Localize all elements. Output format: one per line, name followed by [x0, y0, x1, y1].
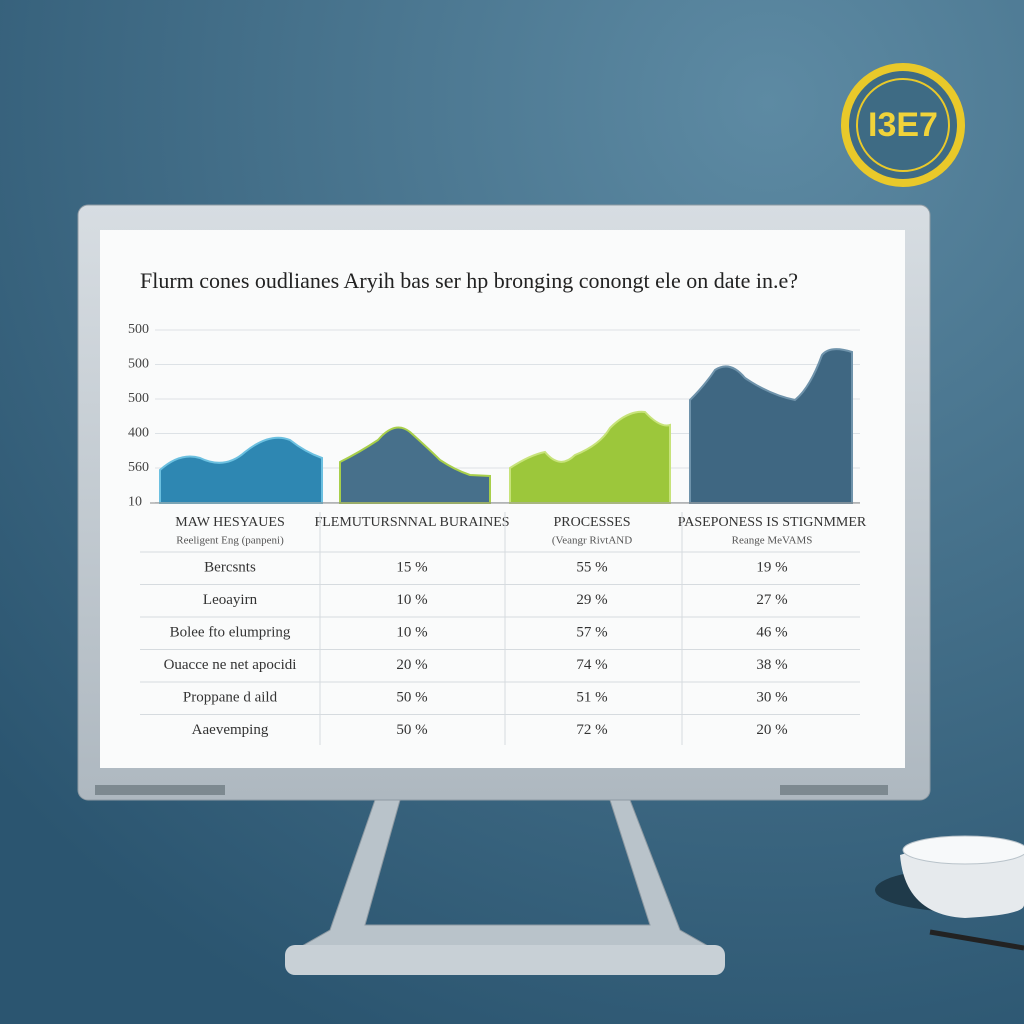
row-label: Aaevemping — [192, 722, 269, 738]
badge — [841, 63, 965, 187]
table-cell: 46 % — [756, 624, 787, 640]
monitor-vent — [95, 785, 225, 795]
column-header: MAW HESYAUES — [175, 515, 284, 530]
area — [339, 426, 491, 504]
table-cell: 15 % — [396, 559, 427, 575]
row-label: Proppane d aild — [183, 689, 278, 705]
table-cell: 30 % — [756, 689, 787, 705]
column-subheader: Reange MeVAMS — [732, 535, 813, 547]
badge-text: I3E7 — [868, 106, 938, 144]
table-cell: 38 % — [756, 657, 787, 673]
column-header: PASEPONESS IS STIGNMMER — [678, 515, 867, 530]
axis-label: 10 — [128, 495, 142, 510]
table-cell: 74 % — [576, 657, 607, 673]
table-cell: 57 % — [576, 624, 607, 640]
column-header: PROCESSES — [553, 515, 630, 530]
area — [689, 348, 853, 504]
bowl-rim — [902, 835, 1024, 865]
table-cell: 51 % — [576, 689, 607, 705]
table-cell: 19 % — [756, 559, 787, 575]
table-cell: 20 % — [756, 722, 787, 738]
stand-base — [285, 945, 725, 975]
axis-label: 400 — [128, 426, 149, 441]
row-label: Bercsnts — [204, 559, 256, 575]
column-subheader: Reeligent Eng (panpeni) — [176, 535, 284, 547]
row-label: Ouacce ne net apocidi — [164, 657, 297, 673]
table-cell: 10 % — [396, 592, 427, 608]
area-chart — [159, 348, 853, 504]
screen-title: Flurm cones oudlianes Aryih bas ser hp b… — [140, 268, 798, 293]
axis-label: 500 — [128, 322, 149, 337]
area — [509, 410, 671, 504]
pen — [929, 929, 1024, 951]
row-label: Bolee fto elumpring — [170, 624, 291, 640]
axis-label: 500 — [128, 357, 149, 372]
monitor-vent — [780, 785, 888, 795]
table-cell: 55 % — [576, 559, 607, 575]
column-header: FLEMUTURSNNAL BURAINES — [314, 515, 509, 530]
table-cell: 27 % — [756, 592, 787, 608]
area — [159, 436, 323, 504]
row-label: Leoayirn — [203, 592, 258, 608]
table-cell: 10 % — [396, 624, 427, 640]
table-cell: 72 % — [576, 722, 607, 738]
table-cell: 20 % — [396, 657, 427, 673]
axis-label: 500 — [128, 391, 149, 406]
axis-label: 560 — [128, 460, 149, 475]
table-cell: 29 % — [576, 592, 607, 608]
column-subheader: (Veangr RivtAND — [552, 535, 632, 547]
table-cell: 50 % — [396, 689, 427, 705]
table-cell: 50 % — [396, 722, 427, 738]
badge-ring — [856, 78, 950, 172]
